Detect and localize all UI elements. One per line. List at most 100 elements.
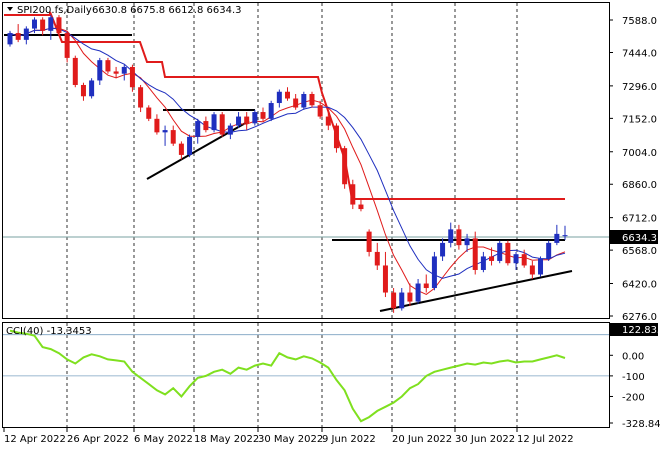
candle	[211, 112, 217, 133]
time-axis: 12 Apr 2022 26 Apr 2022 6 May 2022 18 May 2…	[3, 428, 574, 445]
candle	[448, 222, 454, 248]
price-tick-label: 6568.0	[622, 246, 657, 257]
cci-label: CCI(40) -13.3453	[6, 326, 92, 337]
price-tick-label: 7004.0	[622, 148, 657, 159]
candle	[374, 242, 380, 270]
cci-tick-label: -328.849	[622, 419, 660, 430]
candle	[309, 91, 315, 108]
candle	[276, 89, 282, 108]
candle	[15, 24, 21, 43]
price-tick-label: 7444.0	[622, 48, 657, 59]
candle	[56, 15, 62, 36]
candle	[227, 123, 233, 140]
candle	[268, 100, 274, 122]
candle	[31, 17, 37, 34]
time-tick-label: 18 May 2022	[194, 434, 259, 445]
candle	[358, 200, 364, 212]
cci-levels	[3, 334, 609, 377]
candle	[72, 55, 78, 88]
candle	[333, 123, 339, 153]
candle	[529, 260, 535, 279]
candle	[489, 247, 495, 266]
candles	[7, 15, 568, 313]
price-tick-label: 6712.0	[622, 214, 657, 225]
candle	[521, 249, 527, 268]
candle	[382, 251, 388, 298]
candle	[236, 112, 242, 128]
candle	[154, 114, 160, 135]
price-panel	[2, 2, 610, 319]
candle	[138, 84, 144, 113]
candle	[325, 112, 331, 131]
candle	[178, 141, 184, 160]
time-tick-label: 12 Apr 2022	[4, 434, 66, 445]
moving-averages	[9, 27, 566, 295]
stop-line	[4, 11, 565, 200]
candle	[407, 283, 413, 307]
cci-tick-label: 0.00	[622, 351, 644, 362]
dropdown-triangle-icon[interactable]	[7, 7, 13, 11]
time-tick-label: 9 Jun 2022	[322, 434, 376, 445]
support-trendline-jul	[379, 270, 573, 312]
vertical-gridlines	[66, 3, 518, 427]
candle	[513, 251, 519, 270]
candle	[562, 225, 568, 241]
svg-text:122.8355: 122.8355	[622, 325, 660, 336]
candle	[399, 288, 405, 311]
candle	[464, 233, 470, 252]
candle	[538, 256, 544, 277]
candle	[113, 66, 119, 79]
candle	[105, 57, 111, 74]
candle	[7, 30, 13, 47]
price-tick-label: 6860.0	[622, 180, 657, 191]
candle	[203, 116, 209, 133]
candle	[317, 100, 323, 119]
time-tick-label: 12 Jul 2022	[517, 434, 574, 445]
candle	[301, 91, 307, 110]
time-tick-label: 26 Apr 2022	[67, 434, 129, 445]
candle	[80, 82, 86, 101]
time-tick-label: 30 May 2022	[258, 434, 323, 445]
candle	[366, 229, 372, 257]
slow-ma-line	[9, 27, 566, 279]
candle	[546, 240, 552, 261]
price-axis: 7588.0 7444.0 7296.0 7152.0 7004.0 6860.0 6712…	[609, 16, 657, 323]
candle	[219, 112, 225, 137]
candle	[423, 274, 429, 293]
cci-axis: 0.00 -100 -200 -328.849	[609, 351, 660, 430]
svg-text:6634.3: 6634.3	[622, 233, 657, 244]
candle	[342, 145, 348, 189]
price-tick-label: 7588.0	[622, 16, 657, 27]
candle	[64, 30, 70, 63]
candle	[285, 87, 290, 101]
candle	[391, 288, 397, 313]
price-tick-label: 7296.0	[622, 82, 657, 93]
candle	[497, 240, 503, 264]
price-tick-label: 6276.0	[622, 312, 657, 323]
cci-tick-label: -200	[622, 392, 645, 403]
candle	[121, 64, 127, 81]
cci-panel	[2, 322, 610, 428]
candle	[431, 251, 437, 291]
time-tick-label: 30 Jun 2022	[455, 434, 515, 445]
candle	[472, 231, 478, 275]
candle	[554, 224, 560, 246]
candle	[350, 179, 356, 210]
candle	[170, 125, 176, 146]
chart-header: SPI200.fs,Daily 6630.8 6675.8 6612.8 663…	[7, 5, 242, 16]
candle	[162, 125, 168, 146]
candle	[244, 112, 250, 131]
candle	[97, 57, 103, 85]
candle	[252, 109, 258, 126]
current-price-tag: 6634.3	[610, 230, 658, 244]
fast-ma-line	[9, 27, 566, 295]
time-tick-label: 20 Jun 2022	[392, 434, 452, 445]
candle	[260, 107, 266, 122]
ohlc-label: 6630.8 6675.8 6612.8 6634.3	[92, 5, 242, 16]
cci-top-tag: 122.8355	[610, 323, 660, 336]
candle	[40, 17, 46, 36]
candle	[480, 251, 486, 273]
price-tick-label: 7152.0	[622, 114, 657, 125]
candle	[129, 64, 135, 92]
